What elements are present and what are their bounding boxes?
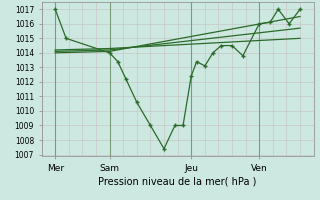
X-axis label: Pression niveau de la mer( hPa ): Pression niveau de la mer( hPa ) [99, 177, 257, 187]
